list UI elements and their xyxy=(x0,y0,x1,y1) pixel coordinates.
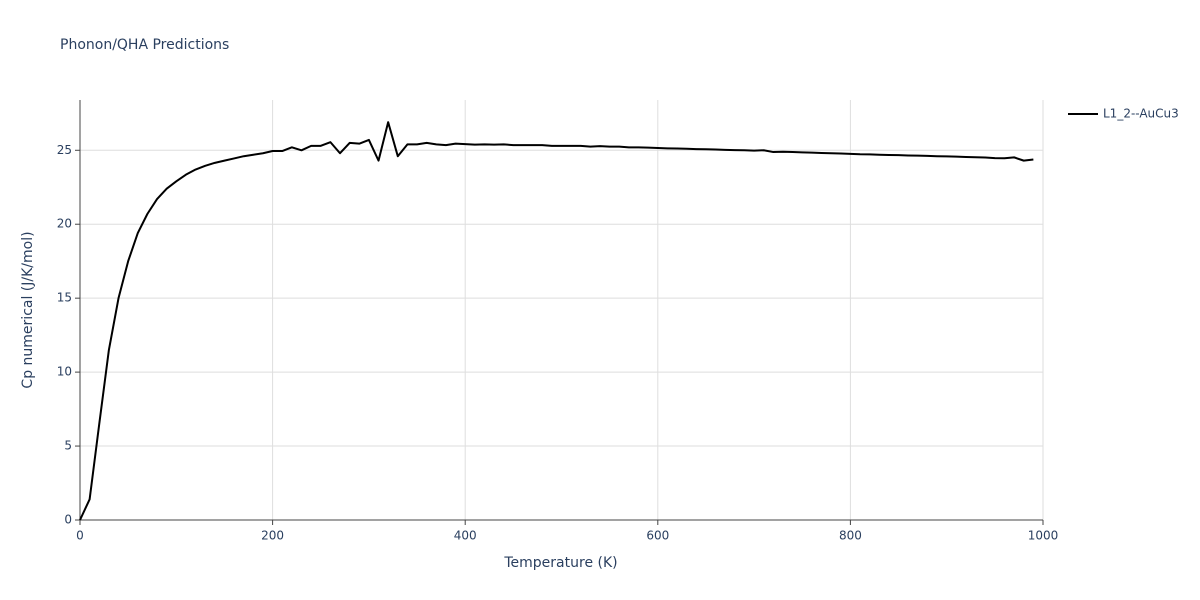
y-tick-label: 15 xyxy=(57,291,72,305)
y-axis-title: Cp numerical (J/K/mol) xyxy=(20,231,36,388)
x-tick-label: 800 xyxy=(839,529,862,543)
y-tick-label: 10 xyxy=(57,365,72,379)
legend-label: L1_2--AuCu3 xyxy=(1103,107,1179,121)
y-tick-label: 5 xyxy=(64,439,72,453)
x-tick-label: 1000 xyxy=(1028,529,1059,543)
x-tick-label: 600 xyxy=(646,529,669,543)
x-axis-title: Temperature (K) xyxy=(503,555,617,571)
y-tick-label: 25 xyxy=(57,143,72,157)
x-tick-label: 200 xyxy=(261,529,284,543)
y-tick-label: 0 xyxy=(64,513,72,527)
data-line xyxy=(79,121,1034,521)
x-tick-label: 0 xyxy=(76,529,84,543)
y-tick-label: 20 xyxy=(57,217,72,231)
chart-title: Phonon/QHA Predictions xyxy=(60,37,229,53)
x-tick-label: 400 xyxy=(454,529,477,543)
